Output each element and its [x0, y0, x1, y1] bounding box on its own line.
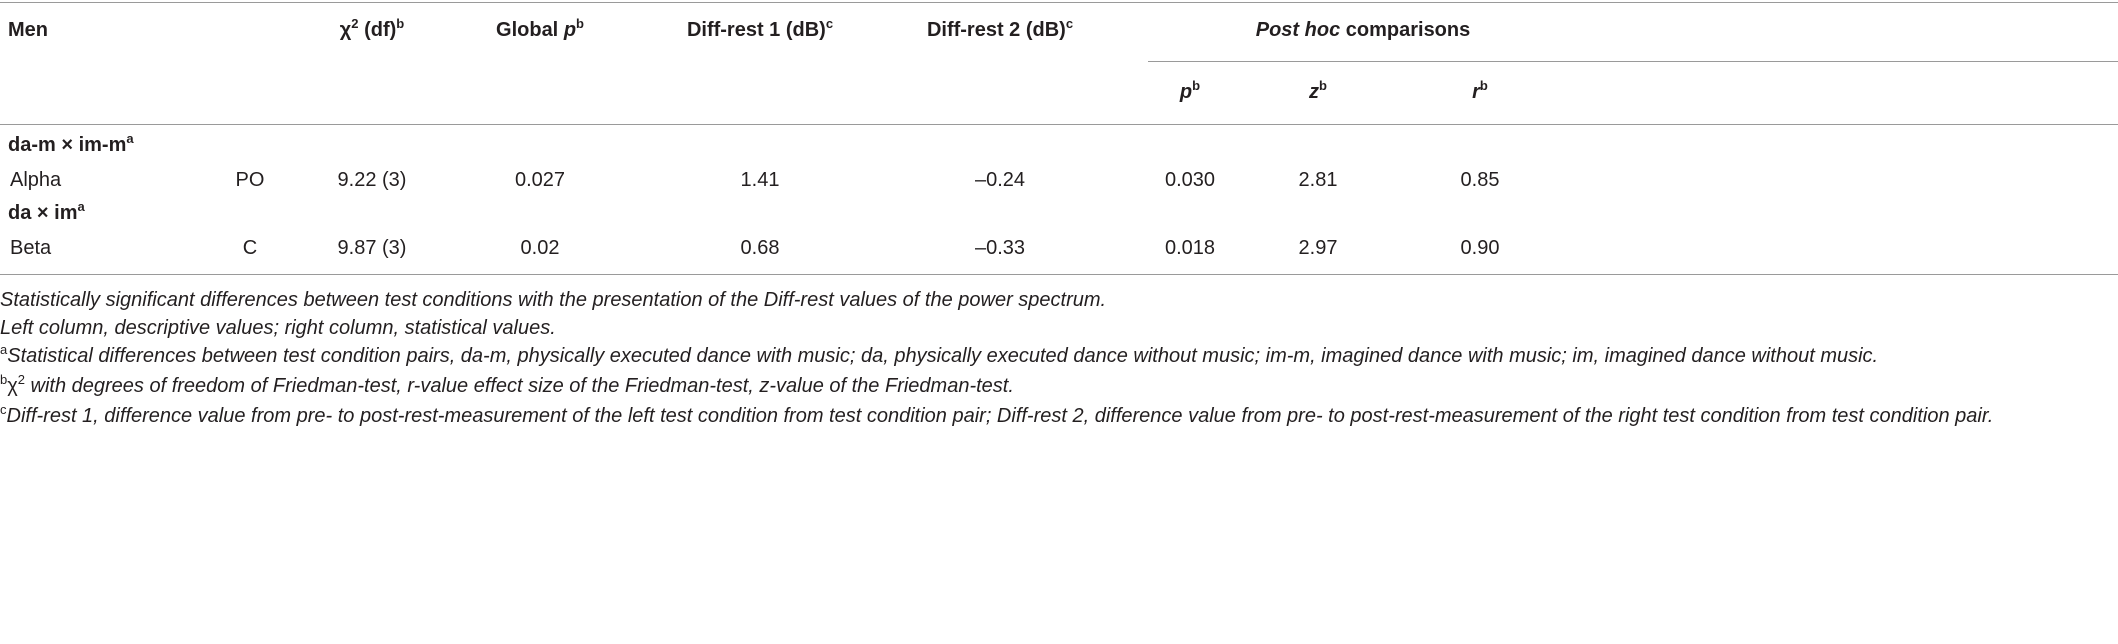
table-cell: 9.22 (3)	[337, 169, 407, 191]
footnote: Statistically significant differences be…	[0, 286, 2112, 314]
text-run: Left column, descriptive values; right c…	[0, 317, 556, 339]
table-cell: –0.24	[974, 169, 1026, 191]
superscript: b	[1479, 78, 1488, 93]
header-cell: Post hoc comparisons	[1256, 18, 1471, 42]
header-cell: χ2 (df)b	[339, 16, 405, 44]
text-run: comparisons	[1340, 19, 1471, 41]
text-run: Diff-rest 2 (dB)	[926, 19, 1066, 41]
superscript: b	[396, 16, 405, 31]
table-cell: 1.41	[740, 169, 780, 191]
text-run: da-m × im-m	[8, 134, 127, 156]
group-label: da-m × im-ma	[8, 131, 134, 159]
table-cell: 0.90	[1460, 237, 1500, 259]
text-run: χ	[339, 19, 352, 41]
text-run: with degrees of freedom of Friedman-test…	[24, 375, 1014, 397]
text-run: Statistical differences between test con…	[7, 345, 1879, 367]
table-cell: 0.018	[1164, 237, 1216, 259]
text-run: p	[563, 19, 577, 41]
superscript: b	[576, 16, 584, 31]
table-cell: PO	[235, 169, 265, 191]
table-cell: –0.33	[974, 237, 1026, 259]
subheader-cell: pb	[1179, 78, 1201, 106]
superscript: a	[77, 199, 85, 214]
table-cell: 9.87 (3)	[337, 237, 407, 259]
table-cell: 2.81	[1298, 169, 1338, 191]
group-label: da × ima	[8, 199, 85, 227]
subheader-cell: rb	[1472, 78, 1488, 106]
table-cell: C	[242, 237, 258, 259]
posthoc-rule	[1148, 61, 2118, 62]
table-cell: Alpha	[10, 169, 62, 191]
superscript: b	[0, 372, 8, 387]
header-rule	[0, 124, 2118, 125]
superscript: c	[0, 402, 7, 417]
footnote: aStatistical differences between test co…	[0, 342, 2112, 372]
bottom-rule	[0, 274, 2118, 275]
footnote: bχ2 with degrees of freedom of Friedman-…	[0, 372, 2112, 402]
table-cell: 0.027	[514, 169, 566, 191]
table-cell: 0.68	[740, 237, 780, 259]
superscript: b	[1319, 78, 1327, 93]
top-rule	[0, 2, 2118, 3]
header-cell: Global pb	[496, 16, 584, 44]
table-cell: 0.030	[1164, 169, 1216, 191]
header-cell: Men	[8, 18, 48, 42]
text-run: Men	[8, 19, 48, 41]
table-cell: 2.97	[1298, 237, 1338, 259]
superscript: 2	[17, 372, 25, 387]
footnote: cDiff-rest 1, difference value from pre-…	[0, 402, 2112, 432]
header-cell: Diff-rest 2 (dB)c	[926, 16, 1074, 44]
footnote: Left column, descriptive values; right c…	[0, 314, 2112, 342]
superscript: c	[825, 16, 834, 31]
text-run: Diff-rest 1 (dB)	[686, 19, 826, 41]
superscript: a	[0, 342, 8, 357]
text-run: Statistically significant differences be…	[0, 289, 1107, 311]
text-run: (df)	[358, 19, 397, 41]
text-run: r	[1472, 81, 1480, 103]
superscript: b	[1192, 78, 1201, 93]
superscript: c	[1065, 16, 1074, 31]
subheader-cell: zb	[1309, 78, 1327, 106]
text-run: Post hoc	[1255, 19, 1341, 41]
superscript: 2	[351, 16, 359, 31]
text-run: Diff-rest 1, difference value from pre- …	[6, 405, 1994, 427]
text-run: z	[1309, 81, 1320, 103]
text-run: χ	[7, 375, 18, 397]
text-run: da × im	[8, 202, 78, 224]
table-cell: Beta	[10, 237, 52, 259]
table-cell: 0.02	[520, 237, 560, 259]
table-cell: 0.85	[1460, 169, 1500, 191]
text-run: p	[1179, 81, 1193, 103]
header-cell: Diff-rest 1 (dB)c	[686, 16, 834, 44]
footnotes: Statistically significant differences be…	[0, 286, 2112, 432]
superscript: a	[126, 131, 134, 146]
text-run: Global	[496, 19, 564, 41]
